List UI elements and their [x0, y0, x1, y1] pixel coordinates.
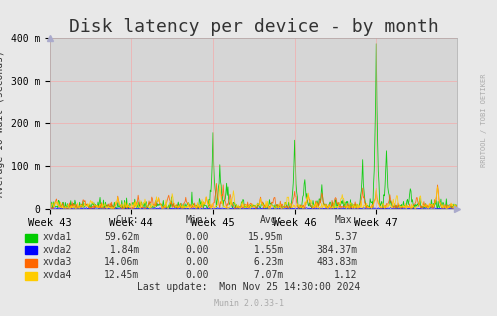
- Text: 1.12: 1.12: [334, 270, 358, 280]
- Text: 6.23m: 6.23m: [248, 257, 283, 267]
- Text: 1.55m: 1.55m: [248, 245, 283, 255]
- Text: 14.06m: 14.06m: [104, 257, 139, 267]
- Text: 483.83m: 483.83m: [317, 257, 358, 267]
- Text: xvda4: xvda4: [42, 270, 72, 280]
- Text: 0.00: 0.00: [185, 232, 209, 242]
- Title: Disk latency per device - by month: Disk latency per device - by month: [69, 18, 438, 36]
- Text: xvda1: xvda1: [42, 232, 72, 242]
- Text: 0.00: 0.00: [185, 257, 209, 267]
- Text: 7.07m: 7.07m: [248, 270, 283, 280]
- Text: 0.00: 0.00: [185, 245, 209, 255]
- Text: Last update:  Mon Nov 25 14:30:00 2024: Last update: Mon Nov 25 14:30:00 2024: [137, 282, 360, 292]
- Text: Munin 2.0.33-1: Munin 2.0.33-1: [214, 299, 283, 307]
- Text: 12.45m: 12.45m: [104, 270, 139, 280]
- Text: 0.00: 0.00: [185, 270, 209, 280]
- Text: 5.37: 5.37: [334, 232, 358, 242]
- Text: 384.37m: 384.37m: [317, 245, 358, 255]
- Y-axis label: Average IO Wait (seconds): Average IO Wait (seconds): [0, 50, 5, 197]
- Text: Min:: Min:: [185, 215, 209, 225]
- Text: xvda2: xvda2: [42, 245, 72, 255]
- Text: 59.62m: 59.62m: [104, 232, 139, 242]
- Text: Avg:: Avg:: [260, 215, 283, 225]
- Text: 1.84m: 1.84m: [104, 245, 139, 255]
- Text: Cur:: Cur:: [116, 215, 139, 225]
- Text: RRDTOOL / TOBI OETIKER: RRDTOOL / TOBI OETIKER: [481, 73, 487, 167]
- Text: xvda3: xvda3: [42, 257, 72, 267]
- Text: Max:: Max:: [334, 215, 358, 225]
- Text: 15.95m: 15.95m: [248, 232, 283, 242]
